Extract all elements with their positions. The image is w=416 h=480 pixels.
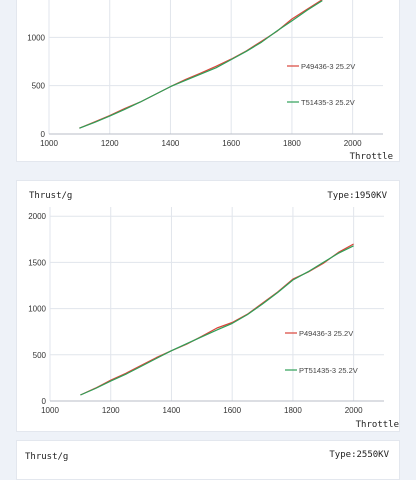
chart-card-1: 1000 1200 1400 1600 1800 2000 0 500 1000 P49436-3… <box>16 0 400 162</box>
thrust-chart-2: 1000 1200 1400 1600 1800 2000 0 500 1000 1500 2000… <box>28 207 399 430</box>
legend-label: PT51435-3 25.2V <box>299 366 358 375</box>
series-line-2 <box>79 0 323 129</box>
y-tick-label: 1500 <box>28 258 46 267</box>
legend-label: T51435-3 25.2V <box>301 98 355 107</box>
legend-label: P49436-3 25.2V <box>301 62 355 71</box>
y-axis-title: Thrust/g <box>25 452 69 462</box>
x-tick-label: 1000 <box>40 139 58 148</box>
x-axis-title: Throttle <box>350 152 393 162</box>
motor-type-label: Type:2550KV <box>329 450 389 460</box>
x-axis-title: Throttle <box>356 420 399 430</box>
y-axis-title: Thrust/g <box>29 191 73 201</box>
y-tick-label: 500 <box>33 351 47 360</box>
x-tick-label: 1600 <box>223 406 241 415</box>
x-tick-label: 2000 <box>344 139 362 148</box>
x-tick-label: 1000 <box>41 406 59 415</box>
series-line-2 <box>80 245 354 396</box>
y-tick-label: 2000 <box>28 212 46 221</box>
x-tick-label: 1400 <box>163 406 181 415</box>
y-tick-label: 0 <box>42 397 47 406</box>
chart-card-3: Thrust/g Type:2550KV <box>16 440 400 480</box>
y-tick-label: 0 <box>41 130 46 139</box>
x-tick-label: 1200 <box>101 139 119 148</box>
x-tick-label: 1800 <box>284 406 302 415</box>
y-tick-label: 1000 <box>28 305 46 314</box>
y-tick-label: 1000 <box>27 33 45 42</box>
chart-card-2: Thrust/g Type:1950KV 1000 1200 1400 1600 180… <box>16 180 400 432</box>
x-tick-label: 1400 <box>162 139 180 148</box>
x-tick-label: 1200 <box>102 406 120 415</box>
series-line-1 <box>79 0 323 129</box>
motor-type-label: Type:1950KV <box>327 191 387 201</box>
x-tick-label: 2000 <box>345 406 363 415</box>
y-tick-label: 500 <box>32 82 46 91</box>
legend-label: P49436-3 25.2V <box>299 329 353 338</box>
thrust-chart-1: 1000 1200 1400 1600 1800 2000 0 500 1000 P49436-3… <box>27 0 393 162</box>
x-tick-label: 1600 <box>222 139 240 148</box>
x-tick-label: 1800 <box>283 139 301 148</box>
